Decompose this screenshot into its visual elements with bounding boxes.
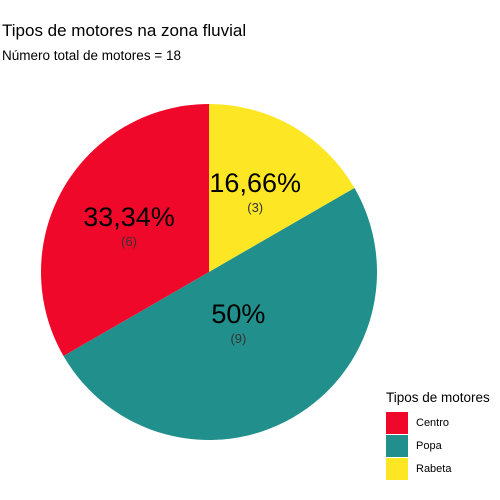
pie-slice-rabeta bbox=[209, 104, 355, 272]
legend-item-rabeta: Rabeta bbox=[386, 457, 490, 480]
pie-slice-centro bbox=[41, 104, 209, 356]
legend-item-centro: Centro bbox=[386, 411, 490, 434]
slice-count-label: (3) bbox=[247, 200, 263, 215]
chart-title: Tipos de motores na zona fluvial bbox=[2, 21, 247, 40]
slice-percent-label: 33,34% bbox=[83, 202, 175, 232]
legend-swatch bbox=[386, 411, 408, 434]
legend-swatch bbox=[386, 434, 408, 457]
slice-count-label: (9) bbox=[230, 331, 246, 346]
legend-title: Tipos de motores bbox=[386, 390, 490, 405]
chart-subtitle: Número total de motores = 18 bbox=[2, 48, 181, 63]
legend: Tipos de motores Centro Popa Rabeta bbox=[386, 390, 490, 480]
pie-slice-popa bbox=[63, 188, 378, 441]
slice-percent-label: 16,66% bbox=[209, 168, 301, 198]
legend-swatch bbox=[386, 457, 408, 480]
legend-label: Centro bbox=[416, 416, 450, 429]
legend-items: Centro Popa Rabeta bbox=[386, 411, 490, 480]
legend-label: Rabeta bbox=[416, 462, 452, 475]
legend-item-popa: Popa bbox=[386, 434, 490, 457]
legend-label: Popa bbox=[416, 439, 442, 452]
slice-count-label: (6) bbox=[121, 234, 137, 249]
slice-percent-label: 50% bbox=[211, 299, 265, 329]
